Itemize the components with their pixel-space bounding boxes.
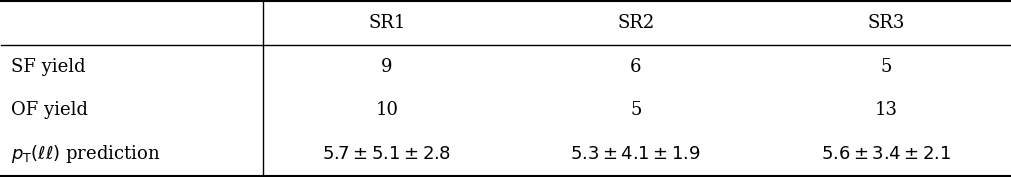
Text: 6: 6 [630,58,642,76]
Text: SR1: SR1 [368,14,405,32]
Text: 9: 9 [381,58,392,76]
Text: $5.6 \pm 3.4 \pm 2.1$: $5.6 \pm 3.4 \pm 2.1$ [821,145,951,163]
Text: SF yield: SF yield [11,58,85,76]
Text: $5.3 \pm 4.1 \pm 1.9$: $5.3 \pm 4.1 \pm 1.9$ [570,145,702,163]
Text: $p_{\mathrm{T}}(\ell\ell)$ prediction: $p_{\mathrm{T}}(\ell\ell)$ prediction [11,143,161,165]
Text: SR3: SR3 [867,14,905,32]
Text: SR2: SR2 [617,14,654,32]
Text: 10: 10 [375,101,398,119]
Text: 13: 13 [875,101,898,119]
Text: 5: 5 [881,58,892,76]
Text: $5.7 \pm 5.1 \pm 2.8$: $5.7 \pm 5.1 \pm 2.8$ [323,145,451,163]
Text: 5: 5 [630,101,641,119]
Text: OF yield: OF yield [11,101,88,119]
